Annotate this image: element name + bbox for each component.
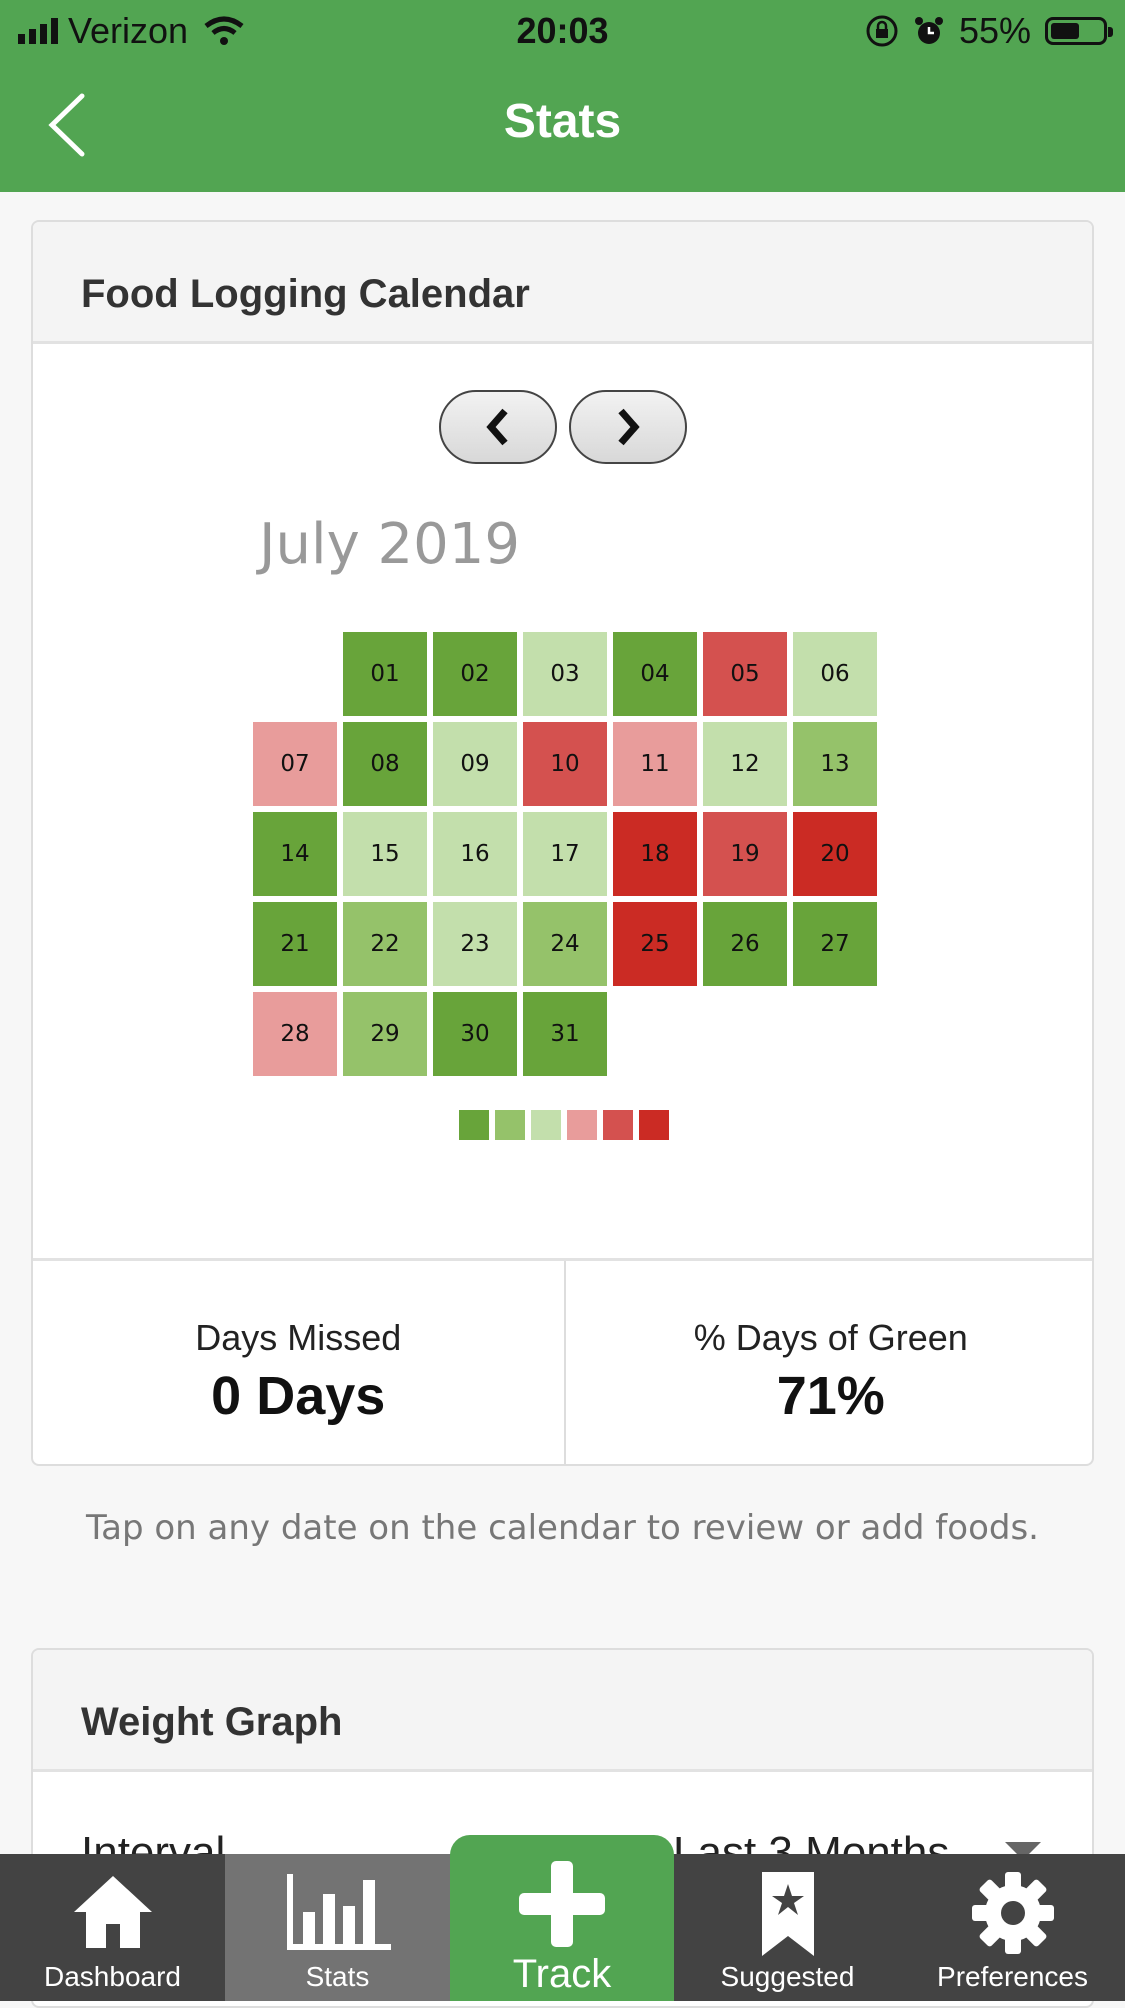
calendar-day[interactable]: 07: [253, 722, 337, 806]
battery-fill: [1051, 23, 1079, 39]
days-missed-value: 0 Days: [211, 1366, 386, 1426]
plus-icon: [519, 1861, 605, 1947]
calendar-day[interactable]: 22: [343, 902, 427, 986]
carrier-name: Verizon: [68, 10, 189, 51]
rotation-lock-icon: [866, 15, 898, 47]
green-days-stat: % Days of Green 71%: [563, 1261, 1093, 1464]
calendar-day[interactable]: 12: [703, 722, 787, 806]
green-days-value: 71%: [776, 1366, 885, 1426]
month-title: July 2019: [259, 512, 521, 577]
calendar-stats: Days Missed 0 Days % Days of Green 71%: [33, 1258, 1093, 1464]
calendar-day[interactable]: 18: [613, 812, 697, 896]
green-days-label: % Days of Green: [693, 1317, 968, 1358]
card-header: Food Logging Calendar: [33, 222, 1092, 344]
battery-icon: [1045, 17, 1113, 45]
calendar-grid: 01 02 03 04 05 06 07 08 09 10 11 12 13 14 15 16 17 18 19 20…: [253, 632, 883, 1082]
gear-icon: [971, 1872, 1054, 1954]
carrier-info: Verizon: [18, 10, 244, 52]
page-title: Stats: [503, 95, 622, 148]
days-missed-stat: Days Missed 0 Days: [33, 1261, 564, 1464]
legend-swatch: [639, 1110, 669, 1140]
chevron-left-icon: [486, 408, 508, 446]
calendar-day[interactable]: 29: [343, 992, 427, 1076]
back-arrow-icon[interactable]: [42, 90, 102, 160]
battery-percent: 55%: [958, 10, 1031, 51]
calendar-day[interactable]: 04: [613, 632, 697, 716]
calendar-day[interactable]: 10: [523, 722, 607, 806]
alarm-icon: [914, 17, 943, 44]
wifi-icon: [204, 16, 244, 45]
calendar-day[interactable]: 01: [343, 632, 427, 716]
calendar-day[interactable]: 19: [703, 812, 787, 896]
legend-swatch: [567, 1110, 597, 1140]
status-right: 55%: [865, 10, 1113, 52]
tab-label: Preferences: [937, 1961, 1088, 1992]
calendar-day[interactable]: 02: [433, 632, 517, 716]
signal-icon: [18, 18, 58, 44]
calendar-day[interactable]: 26: [703, 902, 787, 986]
bar-chart-icon: [286, 1874, 391, 1950]
month-navigation: [439, 390, 687, 464]
calendar-day[interactable]: 17: [523, 812, 607, 896]
color-legend: [459, 1110, 669, 1140]
previous-month-button[interactable]: [439, 390, 557, 464]
tab-stats[interactable]: Stats: [225, 1854, 450, 2001]
calendar-day[interactable]: 16: [433, 812, 517, 896]
card-title: Weight Graph: [81, 1700, 343, 1744]
tab-label: Dashboard: [44, 1961, 181, 1992]
calendar-day[interactable]: 05: [703, 632, 787, 716]
legend-swatch: [459, 1110, 489, 1140]
calendar-day[interactable]: 08: [343, 722, 427, 806]
home-icon: [73, 1876, 152, 1948]
food-logging-calendar-card: Food Logging Calendar July 2019 01 02 03 04…: [31, 220, 1094, 1466]
tab-label: Suggested: [720, 1961, 855, 1992]
bookmark-star-icon: [761, 1872, 814, 1956]
track-button[interactable]: Track: [450, 1835, 674, 2001]
status-bar: Verizon 20:03 55%: [0, 0, 1125, 62]
legend-swatch: [495, 1110, 525, 1140]
calendar-day[interactable]: 20: [793, 812, 877, 896]
calendar-hint: Tap on any date on the calendar to revie…: [86, 1508, 1039, 1548]
calendar-day[interactable]: 13: [793, 722, 877, 806]
days-missed-label: Days Missed: [195, 1317, 402, 1358]
calendar-day[interactable]: 25: [613, 902, 697, 986]
app-header: Verizon 20:03 55% Stats: [0, 0, 1125, 192]
legend-swatch: [603, 1110, 633, 1140]
tab-suggested[interactable]: Suggested: [675, 1854, 900, 2001]
card-header: Weight Graph: [33, 1650, 1092, 1772]
calendar-day[interactable]: 27: [793, 902, 877, 986]
calendar-day[interactable]: 14: [253, 812, 337, 896]
calendar-day[interactable]: 21: [253, 902, 337, 986]
chevron-right-icon: [618, 408, 640, 446]
calendar-day[interactable]: 15: [343, 812, 427, 896]
tab-preferences[interactable]: Preferences: [900, 1854, 1125, 2001]
tab-dashboard[interactable]: Dashboard: [0, 1854, 225, 2001]
clock: 20:03: [516, 10, 609, 51]
legend-swatch: [531, 1110, 561, 1140]
tab-label: Stats: [305, 1961, 370, 1992]
calendar-day[interactable]: 24: [523, 902, 607, 986]
calendar-day[interactable]: 09: [433, 722, 517, 806]
calendar-day[interactable]: 03: [523, 632, 607, 716]
calendar-day[interactable]: 28: [253, 992, 337, 1076]
calendar-day[interactable]: 30: [433, 992, 517, 1076]
card-title: Food Logging Calendar: [81, 272, 530, 316]
calendar-day[interactable]: 06: [793, 632, 877, 716]
calendar-day[interactable]: 23: [433, 902, 517, 986]
track-label: Track: [512, 1952, 612, 1996]
next-month-button[interactable]: [569, 390, 687, 464]
calendar-day[interactable]: 31: [523, 992, 607, 1076]
calendar-day[interactable]: 11: [613, 722, 697, 806]
